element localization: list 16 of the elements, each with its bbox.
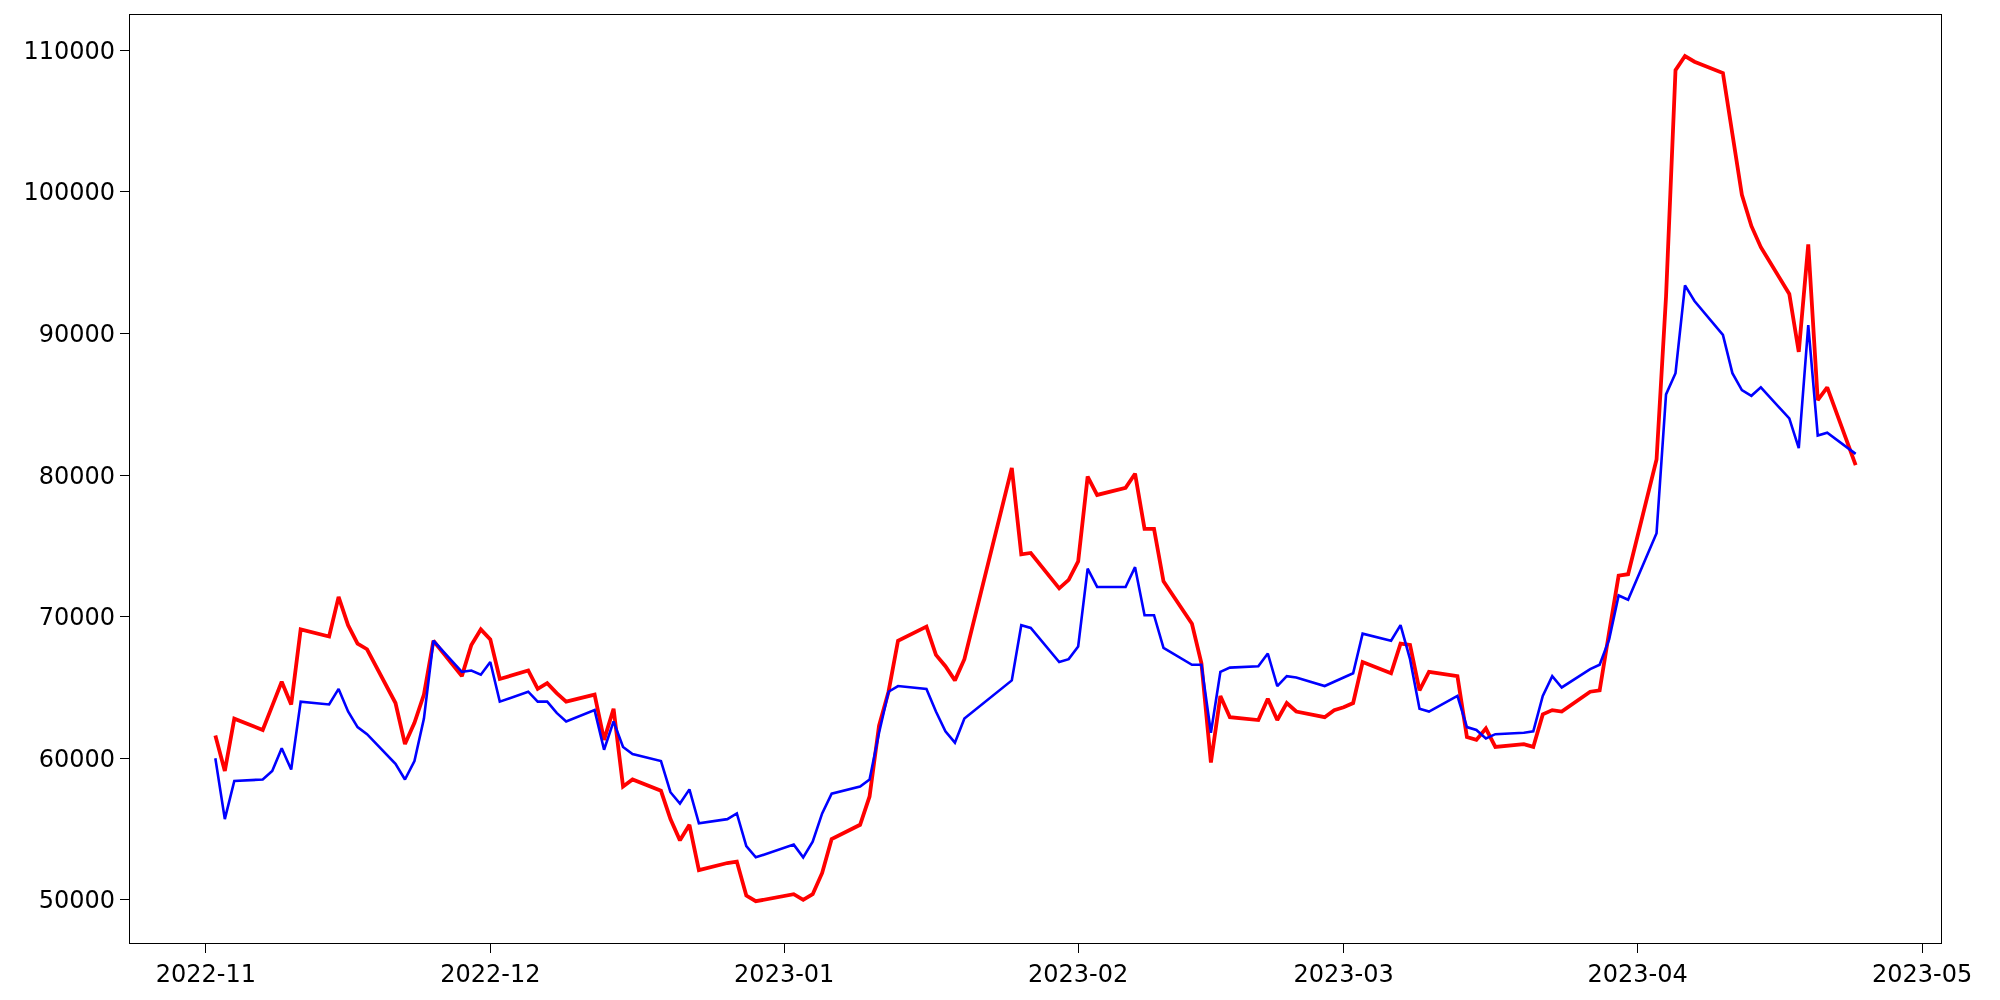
- x-tick-label: 2023-03: [1293, 959, 1394, 988]
- line-series: [213, 54, 1858, 904]
- line-series: [214, 284, 1857, 859]
- y-tick-label: 70000: [38, 603, 116, 632]
- x-tick-label: 2023-05: [1871, 959, 1973, 988]
- x-tick-label: 2023-02: [1028, 959, 1129, 988]
- y-tick-label: 80000: [38, 461, 116, 490]
- y-tick-label: 50000: [38, 886, 116, 915]
- x-tick-label: 2023-04: [1587, 959, 1688, 988]
- x-tick-label: 2022-11: [155, 959, 256, 988]
- x-tick-label: 2022-12: [440, 959, 541, 988]
- x-tick-label: 2023-01: [734, 959, 835, 988]
- y-tick-label: 110000: [23, 36, 116, 65]
- y-tick-label: 90000: [38, 319, 116, 348]
- y-tick-label: 100000: [23, 178, 116, 207]
- y-tick-label: 60000: [38, 744, 116, 773]
